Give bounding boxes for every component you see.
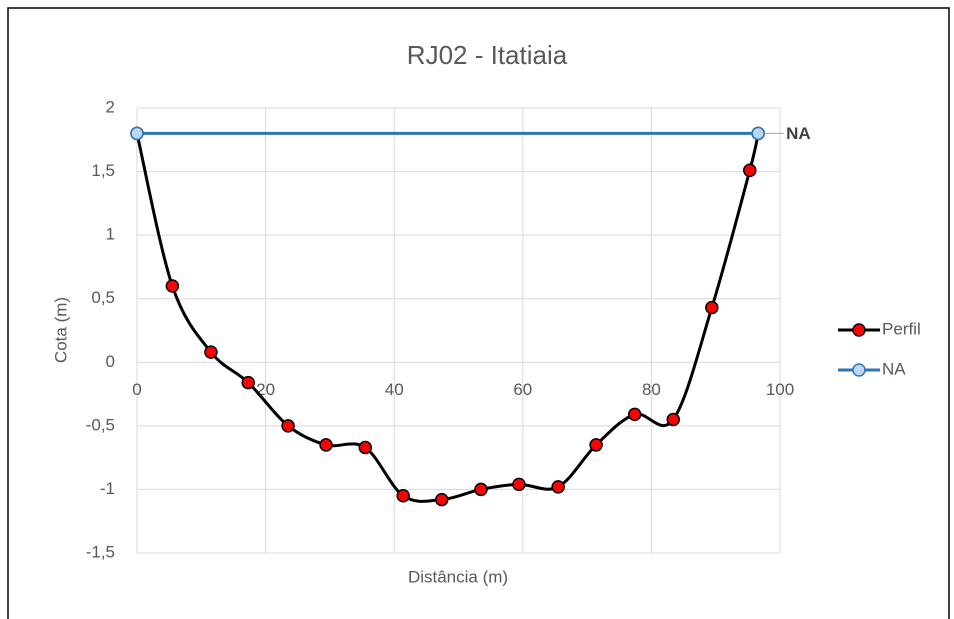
data-point [551,480,565,494]
data-point [358,440,373,455]
x-tick-label: 80 [642,380,661,399]
data-point [281,419,295,433]
y-tick-label: 2 [106,97,115,116]
y-tick-label: 1,5 [91,161,115,180]
legend-marker [852,323,866,337]
y-tick-label: -1 [100,479,115,498]
data-point [130,126,144,141]
data-point [241,375,255,390]
x-axis-label: Distância (m) [408,567,508,586]
data-point [705,300,719,315]
x-tick-label: 0 [132,380,141,399]
data-point [589,438,603,452]
legend-label: Perfil [882,319,921,338]
y-tick-label: 1 [106,225,115,244]
y-axis-label: Cota (m) [51,297,70,363]
legend-marker [852,363,866,377]
data-point [751,126,765,141]
x-tick-label: 100 [766,380,794,399]
y-tick-label: 0 [106,352,115,371]
data-point [435,492,449,507]
series-line [135,133,760,503]
chart-frame [7,7,950,619]
data-point [743,163,757,178]
annotation: NA [786,124,811,143]
chart-title: RJ02 - Itatiaia [407,40,568,70]
data-point [512,477,526,492]
data-point [165,279,180,293]
x-tick-label: 40 [385,380,404,399]
x-tick-label: 60 [513,380,532,399]
data-point [666,412,681,427]
legend-label: NA [882,359,906,378]
data-point [204,345,218,359]
data-point [474,482,488,497]
x-tick-label: 20 [256,380,275,399]
y-tick-label: 0,5 [91,288,115,307]
data-point [627,407,642,422]
data-point [319,438,333,452]
data-point [396,489,410,503]
y-tick-label: -0,5 [86,415,115,434]
y-tick-label: -1,5 [86,542,115,561]
